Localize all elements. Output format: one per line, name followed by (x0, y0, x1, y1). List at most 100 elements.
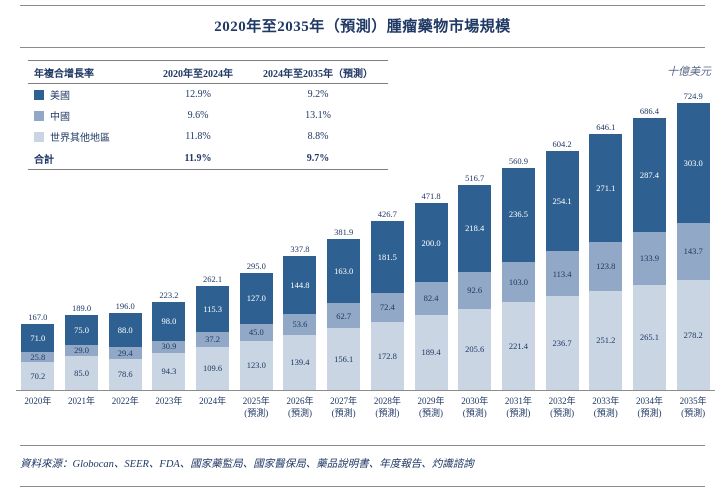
bar-segment-rest-of-world: 109.6 (196, 346, 230, 390)
bar-segment-china: 25.8 (21, 352, 55, 363)
bar-total-label: 295.0 (246, 261, 266, 272)
total-cagr-2024-2035: 9.7% (306, 152, 330, 164)
bar-column: 223.2 98.0 30.9 94.3 2023年 (147, 84, 191, 425)
bar-segment-usa: 144.8 (283, 256, 317, 314)
bar-stack: 287.4 133.9 265.1 (632, 118, 666, 390)
bar-segment-usa: 254.1 (545, 150, 579, 252)
bar-total-label: 167.0 (28, 311, 48, 322)
cagr-header-2020-2024: 2020年至2024年 (163, 68, 233, 80)
bar-segment-usa: 271.1 (589, 134, 623, 242)
row-cagr-2020-2024: 11.8% (185, 131, 211, 142)
cagr-row-total: 合計 11.9% 9.7% (28, 147, 388, 169)
bar-segment-rest-of-world: 189.4 (414, 315, 448, 390)
bar-stack: 98.0 30.9 94.3 (152, 301, 186, 390)
bar-total-label: 381.9 (334, 226, 354, 237)
bar-total-label: 604.2 (552, 138, 572, 149)
row-legend-label: 世界其他地區 (50, 133, 110, 144)
bar-segment-usa: 303.0 (676, 102, 710, 223)
bar-total-label: 560.9 (508, 155, 528, 166)
bar-total-label: 724.9 (683, 90, 703, 101)
x-axis-label: 2023年 (155, 396, 183, 406)
bar-total-label: 686.4 (639, 106, 660, 117)
bar-segment-rest-of-world: 156.1 (327, 328, 361, 390)
top-divider (20, 5, 705, 6)
bar-segment-china: 37.2 (196, 331, 230, 347)
bottom-divider (20, 486, 705, 487)
bar-segment-usa: 115.3 (196, 286, 230, 332)
x-axis-label: 2021年 (68, 396, 96, 406)
row-legend-swatch (34, 131, 44, 142)
bar-segment-china: 143.7 (676, 222, 710, 280)
bar-total-label: 189.0 (71, 303, 92, 314)
x-axis-label: 2034年 (預測) (635, 396, 663, 419)
usa-legend-swatch (34, 89, 44, 100)
bar-stack: 144.8 53.6 139.4 (283, 256, 317, 390)
x-axis-label: 2033年 (預測) (592, 396, 620, 419)
bar-segment-china: 29.0 (65, 344, 99, 357)
x-axis-label: 2026年 (預測) (286, 396, 314, 419)
x-axis-label: 2031年 (預測) (504, 396, 532, 419)
bar-total-label: 426.7 (377, 209, 397, 220)
source-divider (20, 445, 705, 446)
bar-segment-rest-of-world: 251.2 (589, 290, 623, 390)
bar-segment-china: 123.8 (589, 241, 623, 291)
bar-stack: 303.0 143.7 278.2 (676, 102, 710, 390)
page-title: 2020年至2035年（預測）腫瘤藥物市場規模 (214, 19, 511, 35)
bar-column: 189.0 75.0 29.0 85.0 2021年 (60, 84, 104, 425)
x-axis-label: 2025年 (預測) (242, 396, 270, 419)
bar-total-label: 196.0 (115, 300, 135, 311)
china-cagr-2020-2024: 9.6% (187, 110, 209, 121)
bar-column: 196.0 88.0 29.4 78.6 2022年 (103, 84, 147, 425)
total-legend-label: 合計 (34, 154, 54, 166)
cagr-table: 年複合增長率 2020年至2024年 2024年至2035年（預測） 美國 12… (28, 60, 388, 170)
bar-stack: 127.0 45.0 123.0 (239, 273, 273, 390)
bar-segment-rest-of-world: 221.4 (501, 302, 535, 390)
bar-segment-rest-of-world: 236.7 (545, 296, 579, 390)
bar-stack: 88.0 29.4 78.6 (108, 312, 142, 390)
china-legend-swatch (34, 110, 44, 121)
bar-segment-usa: 236.5 (501, 167, 535, 262)
bar-column: 560.9 236.5 103.0 221.4 2031年 (預測) (497, 84, 541, 425)
x-axis-label: 2035年 (預測) (679, 396, 707, 419)
bar-segment-rest-of-world: 265.1 (632, 285, 666, 390)
bar-stack: 218.4 92.6 205.6 (458, 185, 492, 390)
bar-segment-china: 45.0 (239, 323, 273, 342)
unit-label: 十億美元 (667, 66, 711, 78)
bar-segment-usa: 163.0 (327, 238, 361, 304)
bar-segment-rest-of-world: 70.2 (21, 362, 55, 390)
cagr-row-china: 中國 9.6% 13.1% (28, 105, 388, 126)
bar-segment-rest-of-world: 123.0 (239, 341, 273, 390)
source-note: 資料來源：Globocan、SEER、FDA、國家藥監局、國家醫保局、藥品說明書… (20, 459, 474, 470)
bar-stack: 163.0 62.7 156.1 (327, 238, 361, 390)
cagr-row-row: 世界其他地區 11.8% 8.8% (28, 126, 388, 147)
x-axis-label: 2024年 (199, 396, 227, 406)
x-axis-label: 2030年 (預測) (461, 396, 489, 419)
bar-segment-usa: 98.0 (152, 301, 186, 341)
title-divider (20, 47, 705, 48)
bar-segment-usa: 181.5 (370, 221, 404, 293)
bar-stack: 254.1 113.4 236.7 (545, 150, 579, 390)
usa-cagr-2024-2035: 9.2% (307, 89, 329, 100)
bar-segment-china: 72.4 (370, 292, 404, 322)
bar-segment-china: 103.0 (501, 261, 535, 303)
bar-segment-china: 62.7 (327, 303, 361, 329)
bar-total-label: 471.8 (421, 191, 441, 202)
x-axis-label: 2032年 (預測) (548, 396, 576, 419)
bar-column: 337.8 144.8 53.6 139.4 2026年 (預測) (278, 84, 322, 425)
bar-segment-rest-of-world: 278.2 (676, 279, 710, 390)
bar-segment-rest-of-world: 205.6 (458, 308, 492, 390)
bar-stack: 271.1 123.8 251.2 (589, 134, 623, 390)
bar-total-label: 223.2 (159, 289, 179, 300)
bar-segment-usa: 200.0 (414, 203, 448, 283)
bar-segment-rest-of-world: 94.3 (152, 352, 186, 390)
china-cagr-2024-2035: 13.1% (305, 110, 331, 121)
bar-total-label: 516.7 (465, 173, 485, 184)
bar-column: 167.0 71.0 25.8 70.2 2020年 (16, 84, 60, 425)
bar-segment-rest-of-world: 78.6 (108, 358, 142, 390)
cagr-header-2024-2035: 2024年至2035年（預測） (263, 68, 373, 80)
bar-total-label: 646.1 (596, 122, 616, 133)
bar-column: 295.0 127.0 45.0 123.0 2025年 (預測) (234, 84, 278, 425)
bar-segment-china: 92.6 (458, 271, 492, 309)
x-axis-label: 2028年 (預測) (373, 396, 401, 419)
